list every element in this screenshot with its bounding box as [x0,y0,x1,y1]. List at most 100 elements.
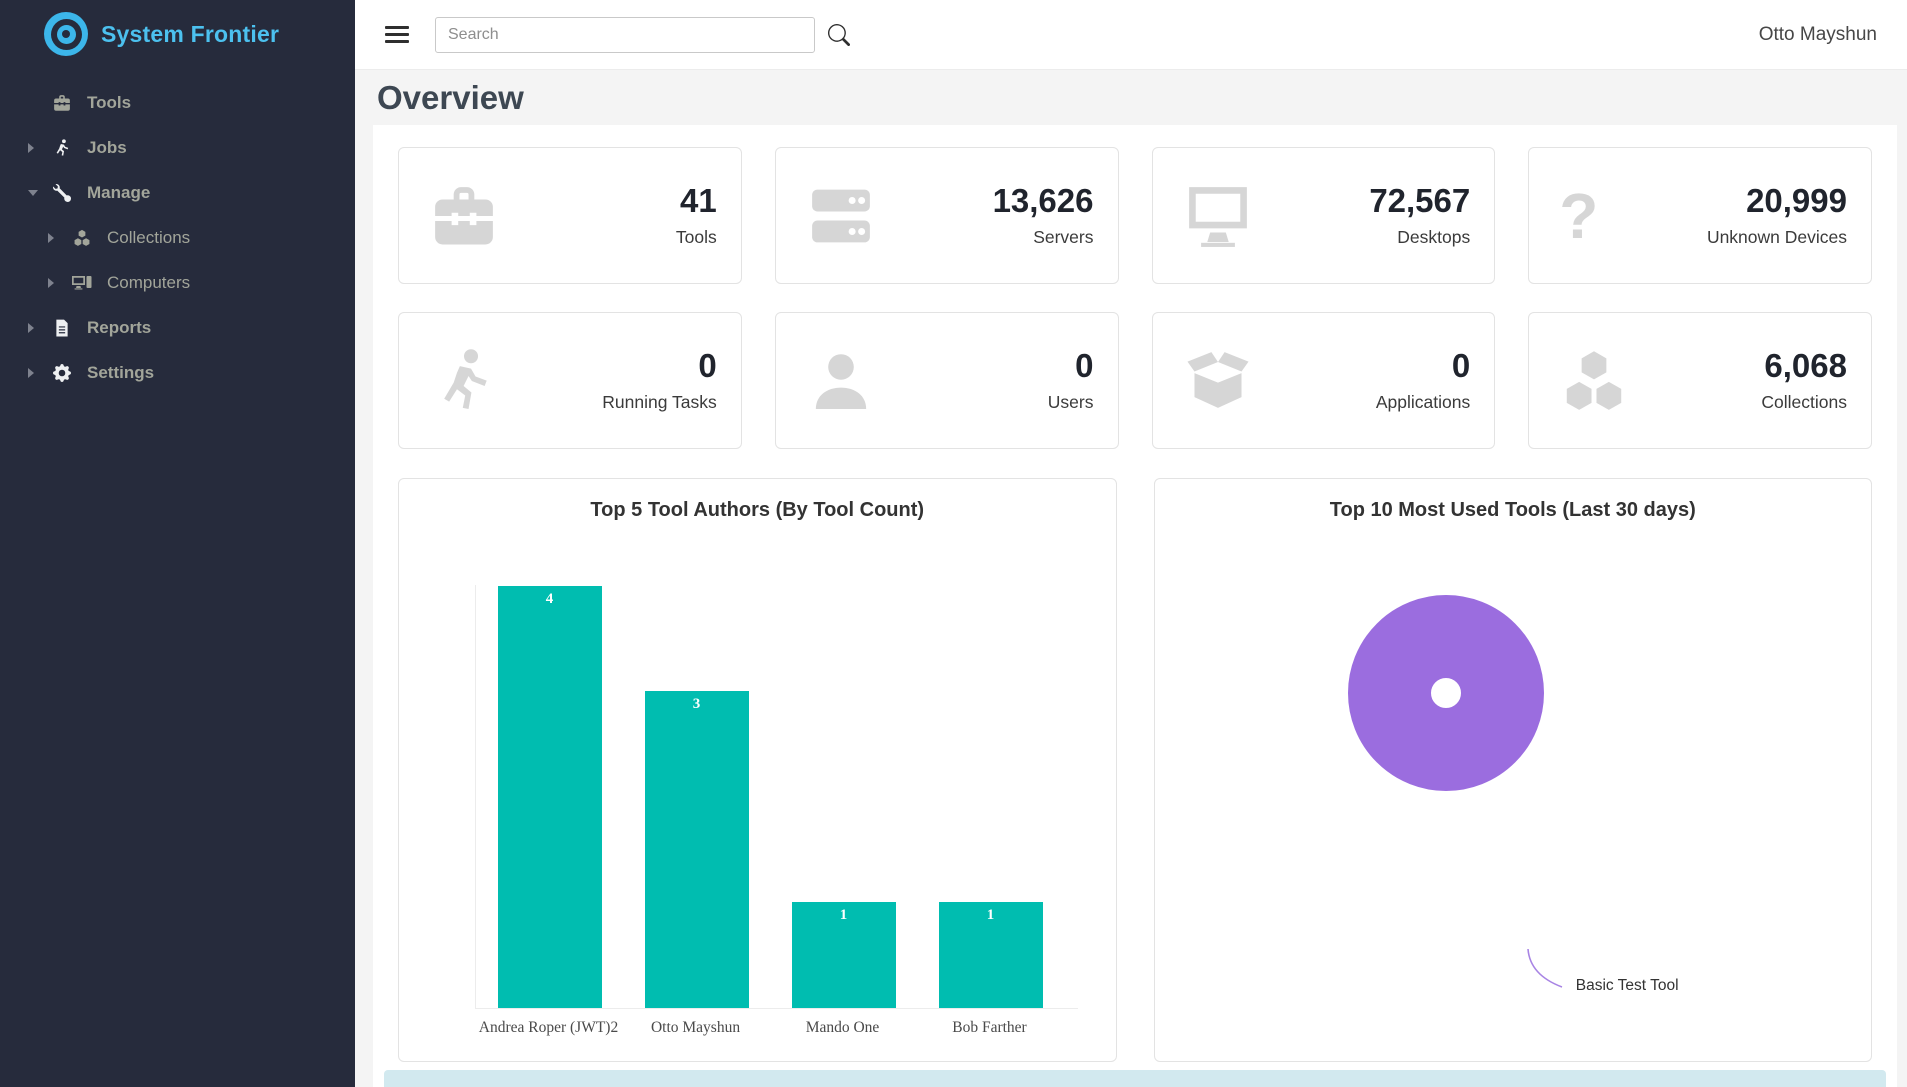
gear-icon [50,363,73,383]
cubes-icon [1559,348,1629,414]
bar-2[interactable]: 3 [644,691,749,1008]
sidebar-item-collections[interactable]: Collections [0,215,355,260]
server-icon [806,183,876,249]
stat-value: 72,567 [1369,181,1471,219]
cubes-icon [70,228,93,248]
stat-card-unknown-devices[interactable]: ? 20,999 Unknown Devices [1528,147,1872,284]
brand[interactable]: System Frontier [0,0,355,66]
donut-slice-basic-test-tool[interactable] [1347,595,1544,791]
desktop-icon [1183,183,1253,249]
sidebar-item-reports[interactable]: Reports [0,305,355,350]
brand-logo-icon [44,12,88,56]
bar-1[interactable]: 4 [497,586,602,1008]
bar-value-label: 3 [692,696,701,712]
sidebar-item-tools[interactable]: Tools [0,80,355,125]
bar-chart-plot: 4 3 1 1 [475,585,1078,1009]
sidebar-item-computers[interactable]: Computers [0,260,355,305]
hamburger-menu-icon[interactable] [385,22,409,47]
chevron-right-icon [48,277,62,288]
chevron-right-icon [28,142,42,153]
bar-value-label: 1 [839,907,848,923]
donut-chart-card: Top 10 Most Used Tools (Last 30 days) Ba… [1153,478,1872,1062]
content-panel: 41 Tools 13,626 Servers 72,567 [373,125,1897,1087]
stat-card-collections[interactable]: 6,068 Collections [1528,312,1872,449]
donut-chart-title: Top 10 Most Used Tools (Last 30 days) [1329,499,1696,521]
sidebar-item-settings[interactable]: Settings [0,350,355,395]
stat-label: Applications [1375,391,1471,412]
stat-label: Tools [675,226,717,247]
wrench-icon [50,183,73,203]
sidebar-item-label: Manage [87,182,151,202]
search-input[interactable] [435,16,815,53]
stat-label: Servers [1033,226,1094,247]
bar-3[interactable]: 1 [791,902,896,1008]
search-icon[interactable] [827,23,850,46]
sidebar-item-label: Tools [87,92,132,112]
stat-value: 6,068 [1764,346,1847,384]
computer-icon [70,273,93,293]
sidebar-item-label: Jobs [87,137,127,157]
stat-value: 0 [698,346,717,384]
stat-card-servers[interactable]: 13,626 Servers [774,147,1119,284]
chevron-down-icon [28,189,42,196]
bar-4[interactable]: 1 [938,902,1043,1008]
topbar: Otto Mayshun [355,0,1907,70]
running-person-icon [429,348,499,414]
bar-slot: 1 [917,585,1064,1008]
sidebar-item-label: Reports [87,317,152,337]
stat-card-applications[interactable]: 0 Applications [1151,312,1496,449]
stat-value: 41 [680,181,717,219]
chevron-right-icon [28,322,42,333]
page-title: Overview [377,78,524,116]
donut-leader-line [1526,948,1563,988]
toolbox-icon [50,93,73,113]
stat-value: 0 [1451,346,1471,384]
document-icon [50,318,73,338]
stat-label: Unknown Devices [1706,226,1847,247]
main-area: Otto Mayshun Overview 41 Tools 13 [355,0,1907,1087]
sidebar-item-jobs[interactable]: Jobs [0,125,355,170]
sidebar-item-label: Settings [87,362,155,382]
info-alert-bar [384,1070,1886,1087]
bar-category-label: Mando One [805,1019,880,1036]
running-person-icon [50,138,73,158]
bar-category-label: Bob Farther [952,1019,1027,1036]
sidebar-item-label: Computers [107,272,191,292]
open-box-icon [1183,348,1253,414]
stat-value: 13,626 [992,181,1094,219]
stat-card-desktops[interactable]: 72,567 Desktops [1151,147,1496,284]
bar-slot: 3 [623,585,770,1008]
brand-name: System Frontier [101,20,280,47]
page-heading-band: Overview [355,70,1907,125]
user-menu[interactable]: Otto Mayshun [1758,23,1877,45]
donut-chart: Basic Test Tool [1347,595,1710,994]
sidebar-item-manage[interactable]: Manage [0,170,355,215]
stat-card-tools[interactable]: 41 Tools [398,147,742,284]
stat-label: Desktops [1397,226,1471,247]
bar-value-label: 4 [545,591,554,607]
chevron-right-icon [48,232,62,243]
bar-chart-title: Top 5 Tool Authors (By Tool Count) [590,499,925,521]
chevron-right-icon [28,367,42,378]
sidebar-item-label: Collections [107,227,191,247]
bar-chart-category-labels: Andrea Roper (JWT)2 Otto Mayshun Mando One… [475,1019,1078,1037]
bar-slot: 1 [770,585,917,1008]
sidebar-nav: Tools Jobs Manage Collections [0,80,355,395]
stat-grid: 41 Tools 13,626 Servers 72,567 [398,147,1872,449]
sidebar: System Frontier Tools Jobs Manage [0,0,355,1087]
stat-value: 20,999 [1746,181,1847,219]
stat-label: Running Tasks [602,391,717,412]
question-mark-icon: ? [1559,179,1599,252]
toolbox-icon [429,183,499,249]
bar-slot: 4 [476,585,623,1008]
stat-value: 0 [1075,346,1094,384]
stat-card-running-tasks[interactable]: 0 Running Tasks [398,312,742,449]
bar-category-label: Andrea Roper (JWT)2 [478,1019,619,1036]
bar-category-label: Otto Mayshun [650,1019,741,1036]
bar-value-label: 1 [986,907,995,923]
user-icon [806,348,876,414]
donut-slice-label: Basic Test Tool [1575,977,1679,994]
stat-card-users[interactable]: 0 Users [774,312,1119,449]
